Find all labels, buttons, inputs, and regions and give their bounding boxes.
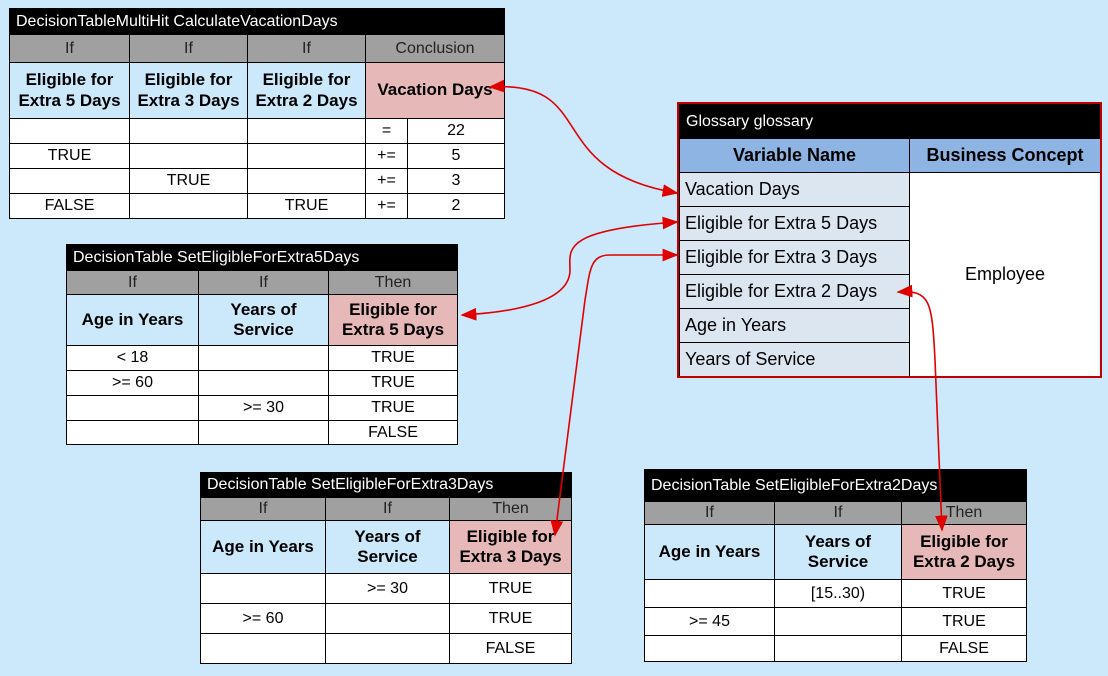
- table-cell: TRUE: [901, 579, 1027, 608]
- column-header: Eligible for Extra 3 Days: [449, 520, 572, 574]
- table-cell: [325, 633, 450, 664]
- table-cell: [129, 143, 248, 169]
- column-kind: If: [129, 34, 248, 63]
- column-kind: Conclusion: [365, 34, 505, 63]
- column-header: Years of Service: [774, 524, 902, 580]
- table-cell: +=: [365, 143, 408, 169]
- glossary-title: Glossary glossary: [679, 104, 1101, 139]
- column-header: Years of Service: [325, 520, 450, 574]
- table-cell: [247, 118, 366, 144]
- table-cell: =: [365, 118, 408, 144]
- table-cell: [15..30): [774, 579, 902, 608]
- column-header: Age in Years: [200, 520, 326, 574]
- table-title: DecisionTableMultiHit CalculateVacationD…: [9, 8, 505, 35]
- table-cell: FALSE: [901, 635, 1027, 662]
- column-header: Eligible for Extra 2 Days: [247, 62, 366, 119]
- table-cell: [129, 193, 248, 219]
- column-kind: Then: [449, 497, 572, 521]
- column-header: Age in Years: [644, 524, 775, 580]
- column-kind: If: [66, 270, 199, 295]
- table-cell: TRUE: [247, 193, 366, 219]
- table-cell: +=: [365, 168, 408, 194]
- table-cell: FALSE: [9, 193, 130, 219]
- column-kind: If: [247, 34, 366, 63]
- table-cell: [774, 635, 902, 662]
- table-cell: [9, 168, 130, 194]
- column-kind: Then: [901, 501, 1027, 525]
- glossary-frame: [677, 102, 1102, 378]
- table-cell: [198, 420, 329, 445]
- table-cell: TRUE: [328, 370, 458, 396]
- variable-name: Eligible for Extra 3 Days: [679, 240, 910, 275]
- column-kind: If: [9, 34, 130, 63]
- column-kind: If: [774, 501, 902, 525]
- table-cell: [774, 607, 902, 636]
- column-header: Eligible for Extra 3 Days: [129, 62, 248, 119]
- table-cell: >= 45: [644, 607, 775, 636]
- table-cell: [247, 143, 366, 169]
- table-cell: TRUE: [328, 345, 458, 371]
- table-cell: TRUE: [901, 607, 1027, 636]
- table-cell: >= 60: [200, 603, 326, 634]
- table-cell: [66, 395, 199, 421]
- column-kind: If: [200, 497, 326, 521]
- table-title: DecisionTable SetEligibleForExtra5Days: [66, 244, 458, 271]
- table-cell: 5: [407, 143, 505, 169]
- column-header: Vacation Days: [365, 62, 505, 119]
- table-cell: TRUE: [328, 395, 458, 421]
- variable-name: Age in Years: [679, 308, 910, 343]
- table-cell: +=: [365, 193, 408, 219]
- table-cell: 3: [407, 168, 505, 194]
- table-cell: [200, 633, 326, 664]
- table-cell: [247, 168, 366, 194]
- table-cell: FALSE: [449, 633, 572, 664]
- table-cell: TRUE: [449, 573, 572, 604]
- table-cell: >= 30: [325, 573, 450, 604]
- column-header: Eligible for Extra 2 Days: [901, 524, 1027, 580]
- column-header: Years of Service: [198, 294, 329, 346]
- table-cell: TRUE: [129, 168, 248, 194]
- column-kind: Then: [328, 270, 458, 295]
- table-cell: < 18: [66, 345, 199, 371]
- table-title: DecisionTable SetEligibleForExtra3Days: [200, 472, 572, 498]
- table-cell: [198, 370, 329, 396]
- column-header: Business Concept: [909, 138, 1101, 173]
- table-cell: TRUE: [9, 143, 130, 169]
- table-cell: [9, 118, 130, 144]
- column-kind: If: [198, 270, 329, 295]
- table-cell: 22: [407, 118, 505, 144]
- link: [488, 79, 679, 197]
- variable-name: Years of Service: [679, 342, 910, 377]
- table-cell: FALSE: [328, 420, 458, 445]
- table-cell: [325, 603, 450, 634]
- table-cell: >= 60: [66, 370, 199, 396]
- column-header: Age in Years: [66, 294, 199, 346]
- table-cell: >= 30: [198, 395, 329, 421]
- column-kind: If: [644, 501, 775, 525]
- column-kind: If: [325, 497, 450, 521]
- table-cell: [66, 420, 199, 445]
- column-header: Eligible for Extra 5 Days: [328, 294, 458, 346]
- table-cell: [644, 579, 775, 608]
- table-title: DecisionTable SetEligibleForExtra2Days: [644, 469, 1027, 502]
- table-cell: [198, 345, 329, 371]
- variable-name: Eligible for Extra 2 Days: [679, 274, 910, 309]
- table-cell: 2: [407, 193, 505, 219]
- table-cell: [644, 635, 775, 662]
- column-header: Eligible for Extra 5 Days: [9, 62, 130, 119]
- link: [460, 216, 679, 321]
- variable-name: Eligible for Extra 5 Days: [679, 206, 910, 241]
- table-cell: [129, 118, 248, 144]
- table-cell: TRUE: [449, 603, 572, 634]
- table-cell: [200, 573, 326, 604]
